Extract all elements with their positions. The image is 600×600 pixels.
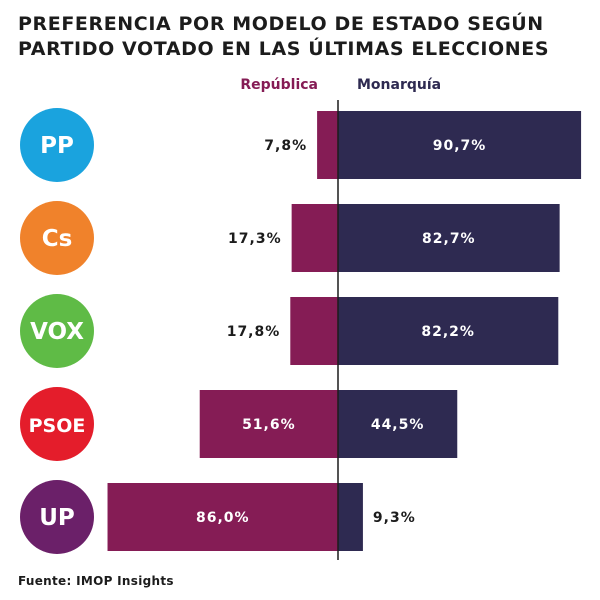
bar-republica-vox — [290, 297, 338, 365]
value-label-monarquia-up: 9,3% — [373, 510, 416, 526]
party-badge-cs — [20, 201, 94, 275]
party-label-cs: Cs — [42, 226, 73, 252]
bar-republica-cs — [291, 204, 338, 272]
value-label-republica-up: 86,0% — [196, 510, 250, 526]
legend-republica: República — [240, 77, 318, 93]
party-label-up: UP — [39, 505, 75, 531]
party-badge-psoe — [20, 387, 94, 461]
value-label-republica-cs: 17,3% — [228, 231, 282, 247]
bar-republica-pp — [317, 111, 338, 179]
legend-monarquia: Monarquía — [357, 77, 441, 93]
bar-monarquia-psoe — [338, 390, 458, 458]
party-label-psoe: PSOE — [29, 415, 86, 437]
value-label-monarquia-pp: 90,7% — [433, 138, 487, 154]
value-label-monarquia-vox: 82,2% — [421, 324, 475, 340]
party-label-vox: VOX — [30, 319, 84, 345]
bar-monarquia-cs — [338, 204, 560, 272]
chart-title: PREFERENCIA POR MODELO DE ESTADO SEGÚN P… — [18, 12, 588, 62]
party-label-pp: PP — [40, 133, 74, 159]
value-label-republica-pp: 7,8% — [264, 138, 307, 154]
party-badge-vox — [20, 294, 94, 368]
bar-republica-up — [107, 483, 339, 551]
party-badge-up — [20, 480, 94, 554]
value-label-monarquia-psoe: 44,5% — [371, 417, 425, 433]
value-label-republica-vox: 17,8% — [227, 324, 281, 340]
source-note: Fuente: IMOP Insights — [18, 574, 174, 588]
bar-monarquia-pp — [338, 111, 582, 179]
value-label-republica-psoe: 51,6% — [242, 417, 296, 433]
chart-title-line-1: PREFERENCIA POR MODELO DE ESTADO SEGÚN — [18, 13, 544, 35]
chart-title-line-2: PARTIDO VOTADO EN LAS ÚLTIMAS ELECCIONES — [18, 38, 550, 60]
party-badge-pp — [20, 108, 94, 182]
bar-monarquia-up — [338, 483, 363, 551]
bar-republica-psoe — [199, 390, 338, 458]
bar-monarquia-vox — [338, 297, 559, 365]
value-label-monarquia-cs: 82,7% — [422, 231, 476, 247]
